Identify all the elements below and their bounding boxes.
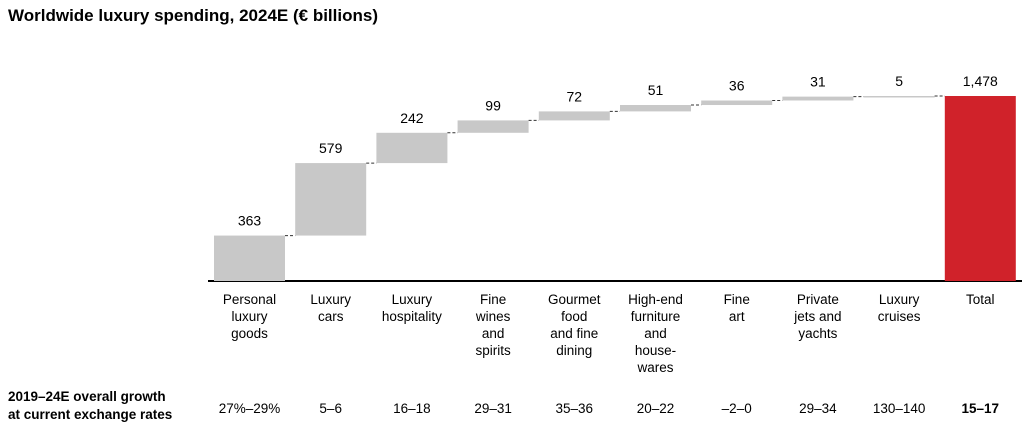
growth-value-8: 29–34 — [799, 401, 837, 416]
growth-value-1: 27%–29% — [219, 401, 281, 416]
category-label-8: Private jets and yachts — [793, 292, 841, 341]
value-label-2: 579 — [319, 140, 343, 156]
bar-4 — [457, 120, 529, 133]
bar-7 — [701, 100, 773, 106]
bar-9 — [863, 96, 935, 98]
value-label-1: 363 — [238, 213, 262, 229]
growth-value-10: 15–17 — [962, 401, 1000, 416]
category-label-9: Luxury cruises — [878, 292, 921, 324]
category-label-10: Total — [966, 292, 995, 307]
category-label-5: Gourmet food and fine dining — [548, 292, 601, 358]
bar-1 — [214, 235, 285, 281]
category-label-2: Luxury cars — [310, 292, 351, 324]
value-label-10: 1,478 — [963, 73, 998, 89]
category-label-3: Luxury hospitality — [382, 292, 442, 324]
category-label-4: Fine wines and spirits — [475, 292, 511, 358]
growth-row-label: 2019–24E overall growth at current excha… — [8, 389, 173, 422]
bar-2 — [295, 163, 367, 236]
bar-3 — [376, 132, 448, 164]
value-label-7: 36 — [729, 78, 745, 94]
value-label-6: 51 — [648, 82, 664, 98]
growth-value-9: 130–140 — [873, 401, 926, 416]
value-label-5: 72 — [567, 88, 583, 104]
category-label-1: Personal luxury goods — [223, 292, 276, 341]
bar-5 — [538, 111, 610, 121]
category-label-7: Fine art — [724, 292, 750, 324]
value-label-3: 242 — [400, 110, 424, 126]
value-label-8: 31 — [810, 74, 826, 90]
bar-10 — [944, 96, 1016, 281]
value-label-9: 5 — [895, 73, 903, 89]
growth-value-6: 20–22 — [637, 401, 675, 416]
growth-value-5: 35–36 — [556, 401, 594, 416]
growth-value-4: 29–31 — [474, 401, 512, 416]
bar-6 — [620, 105, 691, 112]
category-label-6: High-end furniture and house-wares — [628, 292, 683, 375]
growth-value-3: 16–18 — [393, 401, 431, 416]
growth-value-2: 5–6 — [319, 401, 342, 416]
bar-8 — [782, 96, 854, 101]
chart-title: Worldwide luxury spending, 2024E (€ bill… — [8, 6, 378, 25]
growth-value-7: –2–0 — [722, 401, 752, 416]
value-label-4: 99 — [485, 97, 501, 113]
